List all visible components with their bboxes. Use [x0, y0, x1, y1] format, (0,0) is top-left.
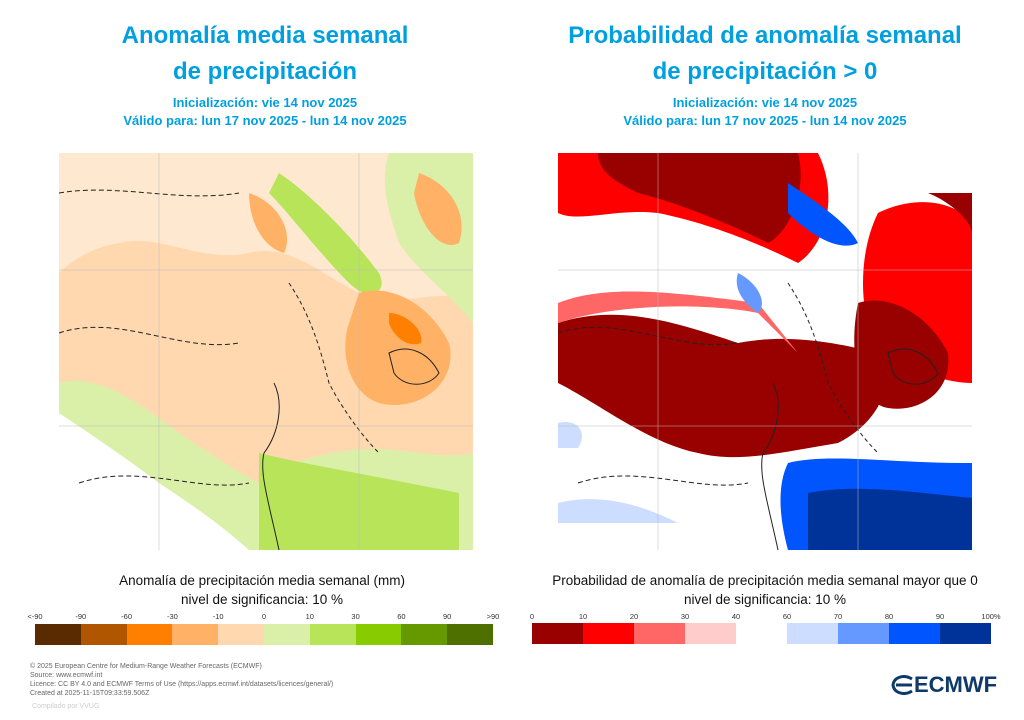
footer-licence: Licence: CC BY 4.0 and ECMWF Terms of Us…: [30, 681, 334, 688]
legend-tick-label: 60: [782, 612, 792, 621]
legend-swatch: [634, 623, 685, 644]
compiled-by: Compilado por VVUG: [32, 703, 100, 710]
legend-swatch: [172, 624, 219, 645]
left-legend-ticks: <-90 -90 -60 -30 -10 0 10 30 60 90 >90: [27, 612, 499, 624]
legend-swatch: [889, 623, 940, 644]
legend-swatch: [218, 624, 264, 645]
legend-swatch: [263, 624, 310, 645]
right-title-line1: Probabilidad de anomalía semanal: [568, 22, 962, 49]
right-valid: Válido para: lun 17 nov 2025 - lun 14 no…: [623, 113, 907, 128]
legend-swatch: [532, 623, 583, 644]
legend-tick-label: 90: [935, 612, 945, 621]
right-significance: nivel de significancia: 10 %: [683, 592, 847, 607]
ecmwf-logo: ECMWF: [890, 672, 997, 698]
legend-swatch: [355, 624, 402, 645]
legend-swatch: [401, 624, 448, 645]
legend-tick-label: 0: [261, 612, 267, 621]
left-title: Anomalía media semanal de precipitación: [25, 18, 505, 90]
legend-tick-label: 30: [680, 612, 690, 621]
legend-tick-label: 60: [397, 612, 406, 621]
legend-swatch: [35, 624, 81, 645]
left-legend-bar: [35, 624, 493, 645]
legend-tick-label: -60: [121, 612, 133, 621]
left-caption-text: Anomalía de precipitación media semanal …: [119, 573, 405, 588]
legend-tick-label: 30: [351, 612, 360, 621]
right-title-line2: de precipitación > 0: [652, 58, 878, 85]
ecmwf-logo-icon: [891, 675, 913, 695]
legend-swatch: [838, 623, 889, 644]
legend-swatch: [126, 624, 173, 645]
anomaly-map: [59, 153, 473, 550]
right-legend-ticks: 0 10 20 30 40 60 70 80 90 100%: [529, 612, 1001, 624]
legend-tick-label: 20: [629, 612, 639, 621]
legend-swatch: [583, 623, 634, 644]
legend-tick-label: >90: [486, 612, 500, 621]
legend-swatch: [787, 623, 838, 644]
legend-swatch: [80, 624, 127, 645]
legend-tick-label: 10: [305, 612, 314, 621]
right-legend-bar: [532, 623, 991, 644]
legend-tick-label: -30: [166, 612, 178, 621]
legend-tick-label: 80: [884, 612, 894, 621]
legend-swatch: [685, 623, 736, 644]
footer-source: Source: www.ecmwf.int: [30, 672, 103, 679]
left-subtitle: Inicialización: vie 14 nov 2025 Válido pa…: [25, 94, 505, 130]
right-init: Inicialización: vie 14 nov 2025: [672, 95, 858, 110]
right-subtitle: Inicialización: vie 14 nov 2025 Válido pa…: [525, 94, 1005, 130]
footer-credits: © 2025 European Centre for Medium-Range …: [30, 662, 333, 698]
legend-swatch: [447, 624, 493, 645]
left-title-line2: de precipitación: [172, 58, 358, 85]
left-significance: nivel de significancia: 10 %: [180, 592, 344, 607]
ecmwf-logo-text: ECMWF: [914, 672, 998, 697]
footer-created: Created at 2025-11-15T09:33:59.506Z: [30, 690, 150, 697]
footer-copyright: © 2025 European Centre for Medium-Range …: [30, 663, 262, 670]
legend-tick-label: <-90: [27, 612, 43, 621]
probability-map: [558, 153, 972, 550]
legend-tick-label: 0: [529, 612, 535, 621]
legend-tick-label: 40: [731, 612, 741, 621]
legend-tick-label: 10: [578, 612, 588, 621]
legend-tick-label: 100%: [981, 612, 1001, 621]
legend-tick-label: 90: [443, 612, 452, 621]
legend-tick-label: 70: [833, 612, 843, 621]
legend-tick-label: -90: [75, 612, 87, 621]
legend-swatch: [940, 623, 991, 644]
right-caption: Probabilidad de anomalía de precipitació…: [525, 571, 1005, 609]
left-caption: Anomalía de precipitación media semanal …: [22, 571, 502, 609]
legend-tick-label: -10: [212, 612, 224, 621]
left-valid: Válido para: lun 17 nov 2025 - lun 14 no…: [123, 113, 407, 128]
left-title-line1: Anomalía media semanal: [121, 22, 409, 49]
legend-swatch: [309, 624, 356, 645]
left-init: Inicialización: vie 14 nov 2025: [172, 95, 358, 110]
right-caption-text: Probabilidad de anomalía de precipitació…: [552, 573, 978, 588]
right-title: Probabilidad de anomalía semanal de preci…: [525, 18, 1005, 90]
